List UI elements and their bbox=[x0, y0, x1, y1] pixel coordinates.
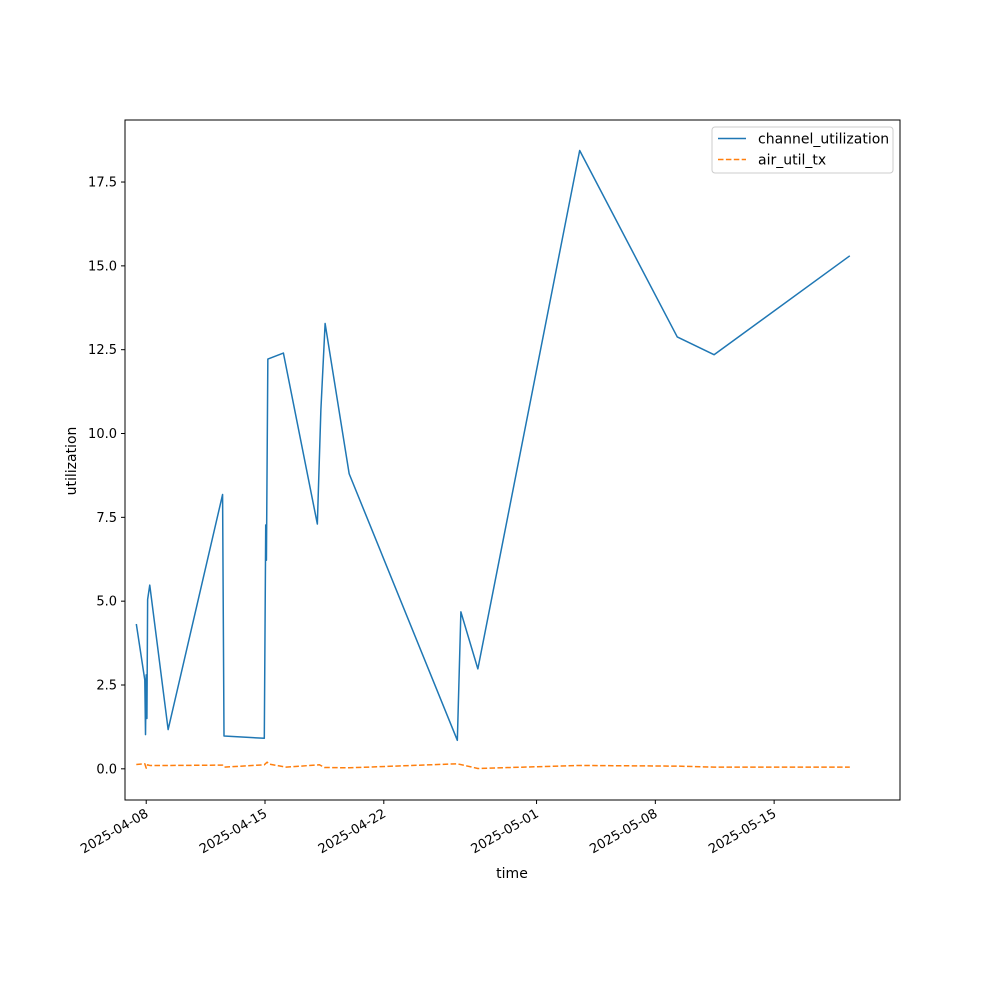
series-layer bbox=[135, 149, 851, 770]
y-tick-label: 0.0 bbox=[96, 762, 117, 777]
y-tick-label: 2.5 bbox=[96, 678, 117, 693]
y-tick-label: 10.0 bbox=[88, 427, 117, 442]
y-tick-label: 5.0 bbox=[96, 595, 117, 610]
legend: channel_utilization air_util_tx bbox=[711, 126, 894, 174]
y-tick-label: 15.0 bbox=[88, 259, 117, 274]
y-tick-label: 12.5 bbox=[88, 343, 117, 358]
legend-label-channel-utilization: channel_utilization bbox=[758, 132, 889, 148]
y-axis-ticks: 0.0 2.5 5.0 7.5 10.0 12.5 15.0 17.5 bbox=[88, 176, 125, 777]
legend-box bbox=[711, 126, 894, 174]
y-tick-label: 17.5 bbox=[88, 176, 117, 191]
series-line-channel-utilization bbox=[135, 149, 851, 742]
plot-frame bbox=[124, 119, 901, 801]
y-axis-label: utilization bbox=[64, 427, 80, 496]
legend-label-air-util-tx: air_util_tx bbox=[758, 153, 826, 169]
x-axis-label: time bbox=[496, 866, 528, 882]
series-line-air-util-tx bbox=[136, 761, 850, 770]
y-tick-label: 7.5 bbox=[96, 511, 117, 526]
